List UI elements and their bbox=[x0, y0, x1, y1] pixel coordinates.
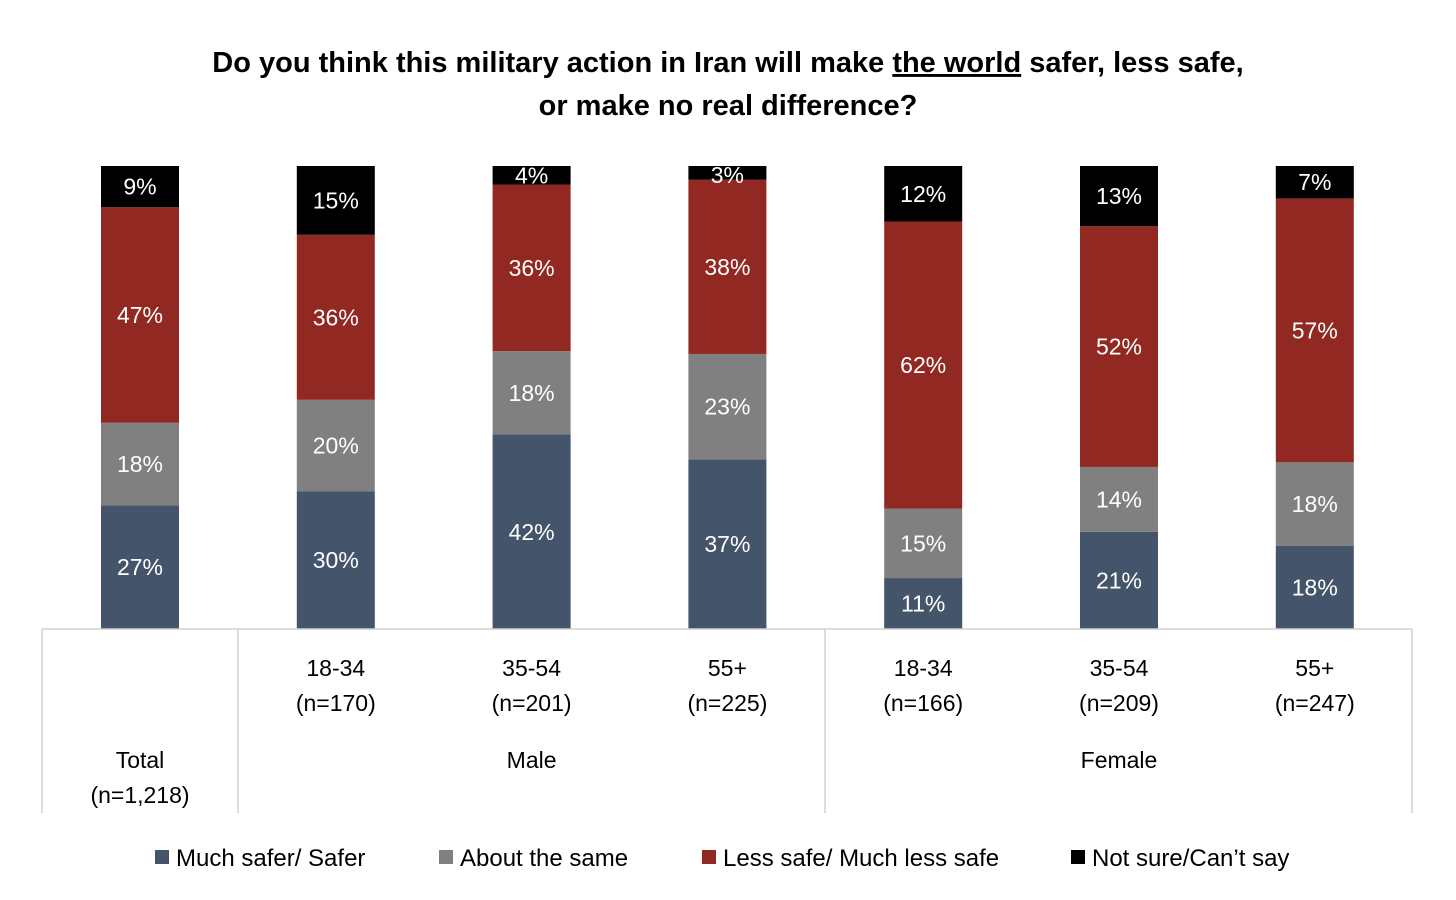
category-label: 18-34 bbox=[306, 655, 365, 681]
category-n: (n=201) bbox=[492, 690, 572, 716]
bar-segment bbox=[101, 207, 179, 423]
legend-label: Less safe/ Much less safe bbox=[723, 845, 999, 872]
legend-swatch bbox=[1071, 850, 1085, 864]
data-label: 13% bbox=[1096, 183, 1142, 209]
bar-segment bbox=[1275, 545, 1354, 629]
category-label: 55+ bbox=[1295, 655, 1334, 681]
data-label: 4% bbox=[515, 162, 548, 188]
category-label: 18-34 bbox=[894, 655, 953, 681]
legend-swatch bbox=[439, 850, 453, 864]
category-n: (n=1,218) bbox=[90, 782, 189, 808]
bar-segment bbox=[492, 434, 571, 629]
bar-segment bbox=[296, 234, 375, 400]
data-label: 18% bbox=[1292, 574, 1338, 600]
legend-label: Not sure/Can’t say bbox=[1092, 845, 1289, 872]
bar-segment bbox=[101, 166, 179, 208]
data-label: 9% bbox=[123, 174, 156, 200]
category-label: 35-54 bbox=[502, 655, 561, 681]
category-n: (n=209) bbox=[1079, 690, 1159, 716]
bar-segment bbox=[492, 166, 571, 185]
category-label: 35-54 bbox=[1090, 655, 1149, 681]
bar-segment bbox=[101, 422, 179, 506]
category-axis: Total (n=1,218) 18-34 (n=170) 35-54 (n=201) 55… bbox=[41, 628, 1413, 813]
bar-segment bbox=[884, 578, 963, 629]
bar-segment bbox=[1275, 198, 1354, 463]
data-label: 18% bbox=[1292, 491, 1338, 517]
category-n: (n=170) bbox=[296, 690, 376, 716]
bar-segment bbox=[1080, 466, 1158, 532]
data-label: 38% bbox=[704, 254, 750, 280]
data-label: 21% bbox=[1096, 567, 1142, 593]
category-label: Total bbox=[116, 747, 165, 773]
data-label: 20% bbox=[313, 433, 359, 459]
legend-label: About the same bbox=[460, 845, 628, 872]
bar-segment bbox=[296, 399, 375, 492]
bar-segment bbox=[296, 491, 375, 629]
data-label: 52% bbox=[1096, 334, 1142, 360]
legend-label: Much safer/ Safer bbox=[176, 845, 365, 872]
bars: 27% 18% 47% 9% 30% 20% 36% 15% 42% 18% 36% 4% 37% 23%… bbox=[101, 162, 1354, 629]
data-label: 18% bbox=[509, 380, 555, 406]
data-label: 23% bbox=[704, 394, 750, 420]
bar-segment bbox=[884, 221, 963, 509]
data-label: 42% bbox=[509, 519, 555, 545]
bar-segment bbox=[1275, 462, 1354, 546]
data-label: 57% bbox=[1292, 317, 1338, 343]
data-label: 3% bbox=[711, 162, 744, 188]
category-n: (n=247) bbox=[1275, 690, 1355, 716]
data-label: 15% bbox=[900, 530, 946, 556]
bar-segment bbox=[492, 184, 571, 352]
bar-segment bbox=[101, 505, 179, 629]
bar-segment bbox=[492, 351, 571, 435]
chart-title: Do you think this military action in Ira… bbox=[212, 47, 1243, 79]
bar-segment bbox=[1275, 166, 1354, 199]
data-label: 30% bbox=[313, 547, 359, 573]
group-label: Female bbox=[1081, 747, 1158, 773]
data-label: 12% bbox=[900, 181, 946, 207]
group-label: Male bbox=[507, 747, 557, 773]
data-label: 15% bbox=[313, 187, 359, 213]
data-label: 11% bbox=[901, 591, 945, 617]
bar-segment bbox=[1080, 166, 1158, 227]
data-label: 7% bbox=[1298, 169, 1331, 195]
bar-segment bbox=[1080, 531, 1158, 629]
data-label: 14% bbox=[1096, 486, 1142, 512]
legend: Much safer/ Safer About the same Less safe… bbox=[155, 845, 1289, 872]
data-label: 36% bbox=[313, 304, 359, 330]
category-n: (n=166) bbox=[883, 690, 963, 716]
data-label: 27% bbox=[117, 554, 163, 580]
bar-segment bbox=[688, 353, 767, 460]
bar-segment bbox=[688, 459, 767, 629]
category-n: (n=225) bbox=[687, 690, 767, 716]
bar-segment bbox=[688, 179, 767, 354]
data-label: 62% bbox=[900, 352, 946, 378]
bar-segment bbox=[884, 166, 963, 222]
data-label: 37% bbox=[704, 531, 750, 557]
data-label: 47% bbox=[117, 302, 163, 328]
bar-segment bbox=[884, 508, 963, 579]
data-label: 36% bbox=[509, 255, 555, 281]
category-label: 55+ bbox=[708, 655, 747, 681]
bar-segment bbox=[1080, 226, 1158, 467]
data-label: 18% bbox=[117, 451, 163, 477]
bar-segment bbox=[296, 166, 375, 235]
legend-swatch bbox=[702, 850, 716, 864]
legend-swatch bbox=[155, 850, 169, 864]
chart-title-line2: or make no real difference? bbox=[539, 90, 918, 122]
bar-segment bbox=[688, 166, 767, 180]
